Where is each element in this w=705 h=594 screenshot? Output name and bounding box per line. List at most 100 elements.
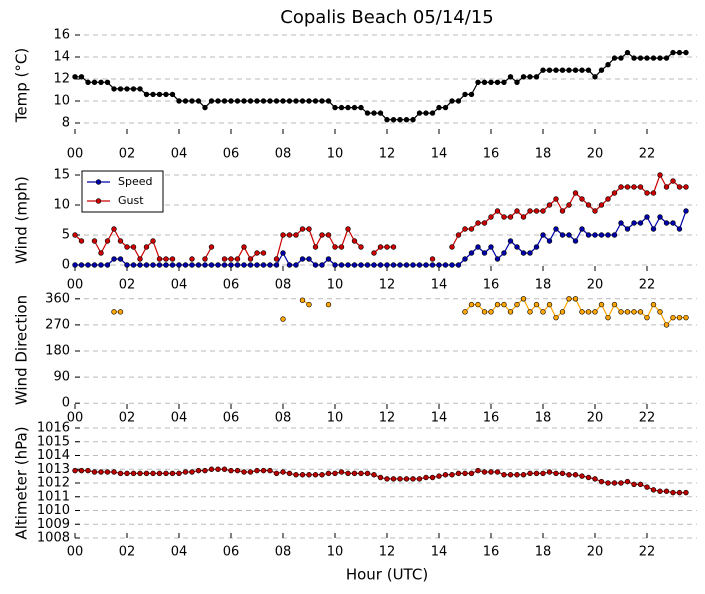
data-point bbox=[117, 86, 124, 92]
data-point bbox=[104, 238, 111, 244]
data-point bbox=[345, 104, 351, 111]
data-point bbox=[423, 262, 429, 268]
data-point bbox=[449, 98, 455, 104]
x-tick-label: 22 bbox=[639, 411, 656, 426]
data-point bbox=[247, 98, 254, 104]
data-point bbox=[189, 469, 195, 475]
data-point bbox=[605, 61, 611, 68]
data-point bbox=[520, 250, 527, 256]
legend-label: Speed bbox=[118, 175, 152, 188]
data-point bbox=[657, 214, 663, 220]
data-point bbox=[527, 309, 533, 315]
data-point bbox=[605, 314, 611, 321]
data-point bbox=[455, 470, 462, 477]
data-point bbox=[462, 470, 468, 477]
y-tick-label: 1009 bbox=[37, 517, 70, 532]
data-point bbox=[650, 55, 657, 61]
data-point bbox=[247, 256, 254, 262]
data-point bbox=[150, 91, 156, 98]
x-tick-label: 00 bbox=[67, 545, 84, 560]
data-point bbox=[397, 476, 403, 482]
data-point bbox=[319, 262, 325, 268]
data-point bbox=[624, 309, 631, 315]
data-point bbox=[371, 262, 377, 268]
data-point bbox=[644, 214, 650, 220]
data-point bbox=[429, 474, 436, 481]
y-tick-label: 1012 bbox=[37, 476, 70, 491]
x-tick-label: 12 bbox=[379, 411, 396, 426]
panel: 8 10 12 14 16 00 02 04 06 08 10 12 14 16 18 20 22 Temp (°… bbox=[13, 28, 697, 162]
data-point bbox=[683, 208, 689, 214]
data-point bbox=[683, 184, 689, 190]
data-point bbox=[384, 116, 390, 123]
data-point bbox=[85, 79, 91, 86]
data-point bbox=[663, 220, 670, 226]
data-point bbox=[234, 98, 241, 104]
data-point bbox=[332, 244, 338, 250]
data-point bbox=[442, 104, 449, 111]
data-point bbox=[176, 262, 182, 268]
data-point bbox=[494, 301, 501, 308]
data-point bbox=[455, 232, 462, 238]
data-point bbox=[241, 262, 247, 268]
data-point bbox=[397, 116, 403, 123]
data-point bbox=[475, 301, 481, 308]
data-point bbox=[332, 104, 338, 111]
data-point bbox=[156, 91, 163, 98]
data-point bbox=[332, 470, 338, 477]
data-point bbox=[559, 232, 566, 238]
data-point bbox=[663, 184, 670, 190]
data-point bbox=[85, 467, 91, 474]
x-tick-label: 12 bbox=[379, 545, 396, 560]
data-point bbox=[624, 478, 631, 485]
y-tick-label: 1015 bbox=[37, 434, 70, 449]
data-point bbox=[462, 91, 468, 98]
data-point bbox=[143, 470, 150, 477]
data-point bbox=[91, 262, 98, 268]
data-point bbox=[176, 470, 182, 477]
data-point bbox=[221, 466, 228, 472]
data-point bbox=[286, 262, 293, 268]
data-point bbox=[592, 74, 598, 80]
y-tick-label: 10 bbox=[53, 94, 70, 109]
data-point bbox=[611, 232, 618, 238]
data-point bbox=[670, 489, 676, 496]
x-tick-label: 06 bbox=[223, 545, 240, 560]
data-point bbox=[462, 256, 468, 262]
data-point bbox=[468, 470, 475, 477]
data-point bbox=[189, 98, 195, 104]
data-point bbox=[137, 256, 143, 262]
y-axis-label: Altimeter (hPa) bbox=[13, 426, 31, 539]
data-point bbox=[579, 67, 585, 73]
data-point bbox=[598, 301, 605, 308]
data-point bbox=[462, 226, 468, 232]
data-point bbox=[325, 301, 332, 308]
data-point bbox=[390, 476, 397, 482]
data-point bbox=[163, 470, 169, 477]
data-point bbox=[124, 244, 130, 250]
data-point bbox=[273, 98, 280, 104]
data-point bbox=[488, 214, 494, 220]
x-tick-label: 04 bbox=[171, 278, 188, 293]
data-point bbox=[286, 470, 293, 477]
data-point bbox=[644, 314, 650, 321]
data-point bbox=[202, 104, 208, 111]
data-point bbox=[611, 480, 618, 486]
data-point bbox=[507, 238, 514, 244]
data-point bbox=[319, 98, 325, 104]
data-point bbox=[345, 470, 351, 477]
data-point bbox=[605, 480, 611, 486]
data-point bbox=[208, 262, 215, 268]
data-point bbox=[377, 244, 384, 250]
data-point bbox=[163, 91, 169, 98]
y-tick-label: 0 bbox=[62, 258, 70, 273]
data-point bbox=[299, 297, 306, 303]
data-point bbox=[390, 262, 397, 268]
data-point bbox=[293, 98, 299, 104]
data-point bbox=[215, 262, 221, 268]
data-point bbox=[592, 232, 598, 238]
x-tick-label: 00 bbox=[67, 147, 84, 162]
data-point bbox=[494, 208, 501, 214]
x-tick-label: 16 bbox=[483, 411, 500, 426]
chart-title: Copalis Beach 05/14/15 bbox=[280, 7, 493, 28]
